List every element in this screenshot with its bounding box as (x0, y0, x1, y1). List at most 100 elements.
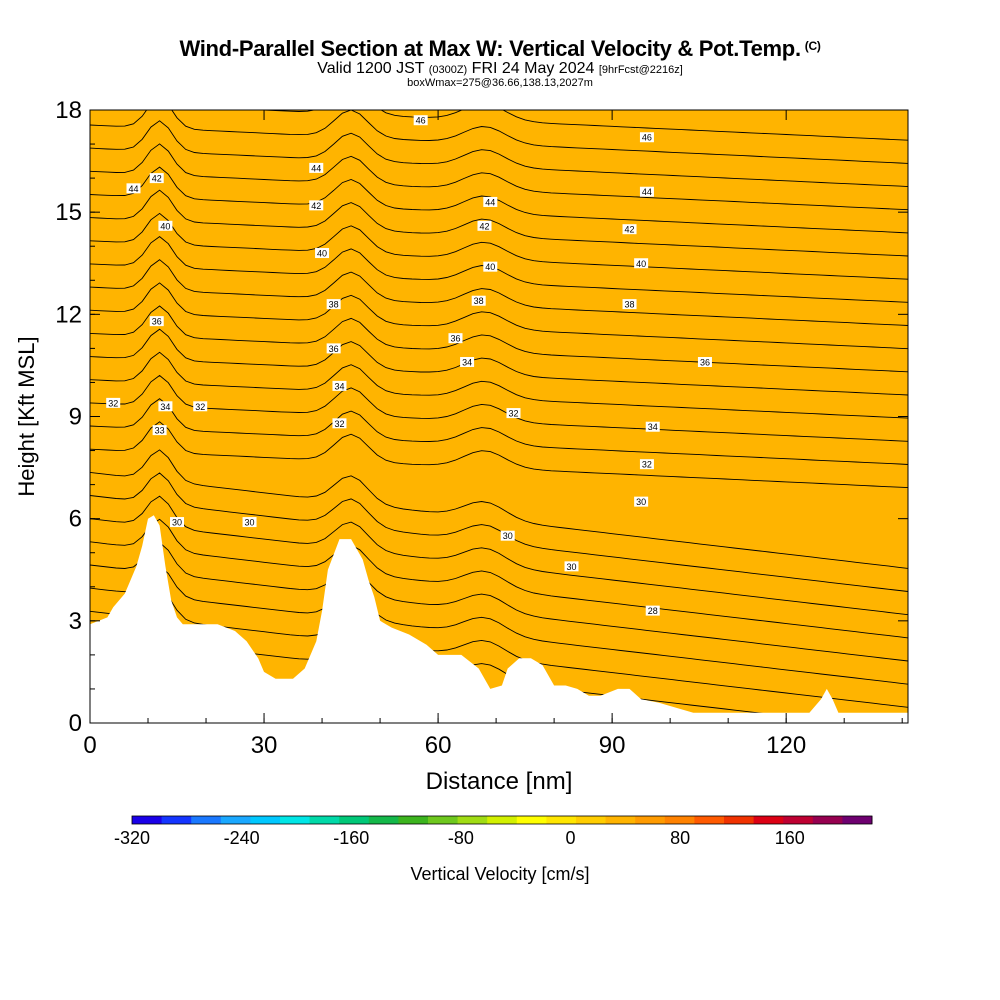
contour-label-44: 44 (639, 186, 654, 197)
contour-label-34: 34 (460, 357, 475, 368)
contour-label-text: 34 (160, 402, 170, 412)
contour-label-32: 32 (332, 418, 347, 429)
theta-contour-2 (90, 565, 908, 685)
contour-label-bg (634, 496, 649, 507)
x-tick-label: 120 (766, 732, 806, 759)
colorbar-swatch (546, 816, 577, 824)
theta-contour-18 (90, 189, 908, 257)
colorbar-swatch (842, 816, 873, 824)
contour-label-30: 30 (634, 496, 649, 507)
colorbar-swatch (457, 816, 488, 824)
contour-label-text: 38 (625, 300, 635, 310)
colorbar-swatch (605, 816, 636, 824)
contour-label-bg (477, 220, 492, 231)
contour-label-bg (326, 343, 341, 354)
contour-label-33: 33 (152, 425, 167, 436)
contour-label-text: 42 (311, 201, 321, 211)
contour-label-bg (149, 316, 164, 327)
theta-contour-20 (90, 143, 908, 211)
contour-label-text: 42 (625, 225, 635, 235)
contour-label-bg (483, 261, 498, 272)
contour-label-42: 42 (309, 200, 324, 211)
contour-label-text: 30 (503, 531, 513, 541)
y-tick-label: 18 (55, 97, 82, 124)
contour-label-38: 38 (326, 299, 341, 310)
y-tick-label: 15 (55, 199, 82, 226)
colorbar-swatch (576, 816, 607, 824)
contour-label-bg (413, 115, 428, 126)
colorbar-tick-label: -160 (333, 828, 369, 848)
y-tick-label: 12 (55, 301, 82, 328)
theta-contour-16 (90, 236, 908, 303)
contour-label-text: 46 (416, 116, 426, 126)
valid-time-line: Valid 1200 JST (0300Z) FRI 24 May 2024 [… (0, 60, 1000, 78)
y-tick-label: 6 (69, 506, 82, 533)
colorbar-swatch (339, 816, 370, 824)
contour-label-text: 30 (636, 497, 646, 507)
x-tick-label: 0 (83, 732, 96, 759)
colorbar-tick-label: -320 (114, 828, 150, 848)
colorbar-swatch (812, 816, 843, 824)
contour-label-46: 46 (639, 132, 654, 143)
colorbar-swatch (250, 816, 281, 824)
theta-contour-8 (90, 421, 908, 489)
contour-label-bg (315, 248, 330, 259)
chart-title: Wind-Parallel Section at Max W: Vertical… (0, 36, 1000, 62)
contour-label-text: 32 (334, 419, 344, 429)
theta-contour-6 (90, 472, 908, 592)
colorbar-swatch (191, 816, 222, 824)
contour-label-30: 30 (564, 561, 579, 572)
contour-label-text: 36 (329, 344, 339, 354)
colorbar-swatch (664, 816, 695, 824)
theta-contour-17 (90, 212, 908, 280)
contour-label-text: 30 (567, 562, 577, 572)
copyright-mark: (C) (804, 39, 821, 53)
contour-label-bg (126, 183, 141, 194)
valid-date: FRI 24 May 2024 (471, 60, 595, 77)
contour-label-bg (645, 421, 660, 432)
colorbar-swatch (724, 816, 755, 824)
box-info: boxWmax=275@36.66,138.13,2027m (407, 77, 593, 89)
valid-prefix: Valid 1200 JST (317, 60, 425, 77)
contour-label-text: 40 (317, 249, 327, 259)
contour-label-bg (634, 258, 649, 269)
contour-label-44: 44 (483, 196, 498, 207)
contour-label-text: 46 (642, 133, 652, 143)
contour-label-bg (506, 408, 521, 419)
contour-label-40: 40 (158, 220, 173, 231)
theta-contour-13 (90, 305, 908, 373)
contour-label-text: 34 (462, 358, 472, 368)
colorbar-frame (131, 815, 873, 825)
theta-contour-22 (90, 110, 908, 164)
theta-contour-3 (90, 541, 908, 662)
colorbar-swatch (635, 816, 666, 824)
contour-label-bg (622, 299, 637, 310)
contour-label-text: 32 (195, 402, 205, 412)
contour-label-text: 36 (450, 334, 460, 344)
contour-label-34: 34 (645, 421, 660, 432)
colorbar-swatch (753, 816, 784, 824)
x-tick-label: 60 (425, 732, 452, 759)
forecast-info: [9hrFcst@2216z] (598, 64, 683, 76)
contour-label-text: 34 (648, 422, 658, 432)
contour-label-text: 42 (152, 174, 162, 184)
contour-label-text: 33 (155, 426, 165, 436)
contour-label-bg (639, 186, 654, 197)
theta-contour-5 (90, 495, 908, 616)
contour-label-40: 40 (315, 248, 330, 259)
contour-label-44: 44 (309, 162, 324, 173)
contour-label-bg (471, 295, 486, 306)
x-tick-label: 90 (599, 732, 626, 759)
contour-label-bg (158, 220, 173, 231)
contour-label-text: 30 (245, 518, 255, 528)
colorbar-swatch (368, 816, 399, 824)
contour-label-text: 44 (642, 187, 652, 197)
contour-label-46: 46 (413, 115, 428, 126)
contour-label-text: 40 (160, 221, 170, 231)
contour-label-text: 44 (129, 184, 139, 194)
theta-contours (90, 110, 908, 723)
contour-label-text: 44 (485, 197, 495, 207)
theta-contour-10 (90, 374, 908, 442)
contour-label-34: 34 (332, 380, 347, 391)
